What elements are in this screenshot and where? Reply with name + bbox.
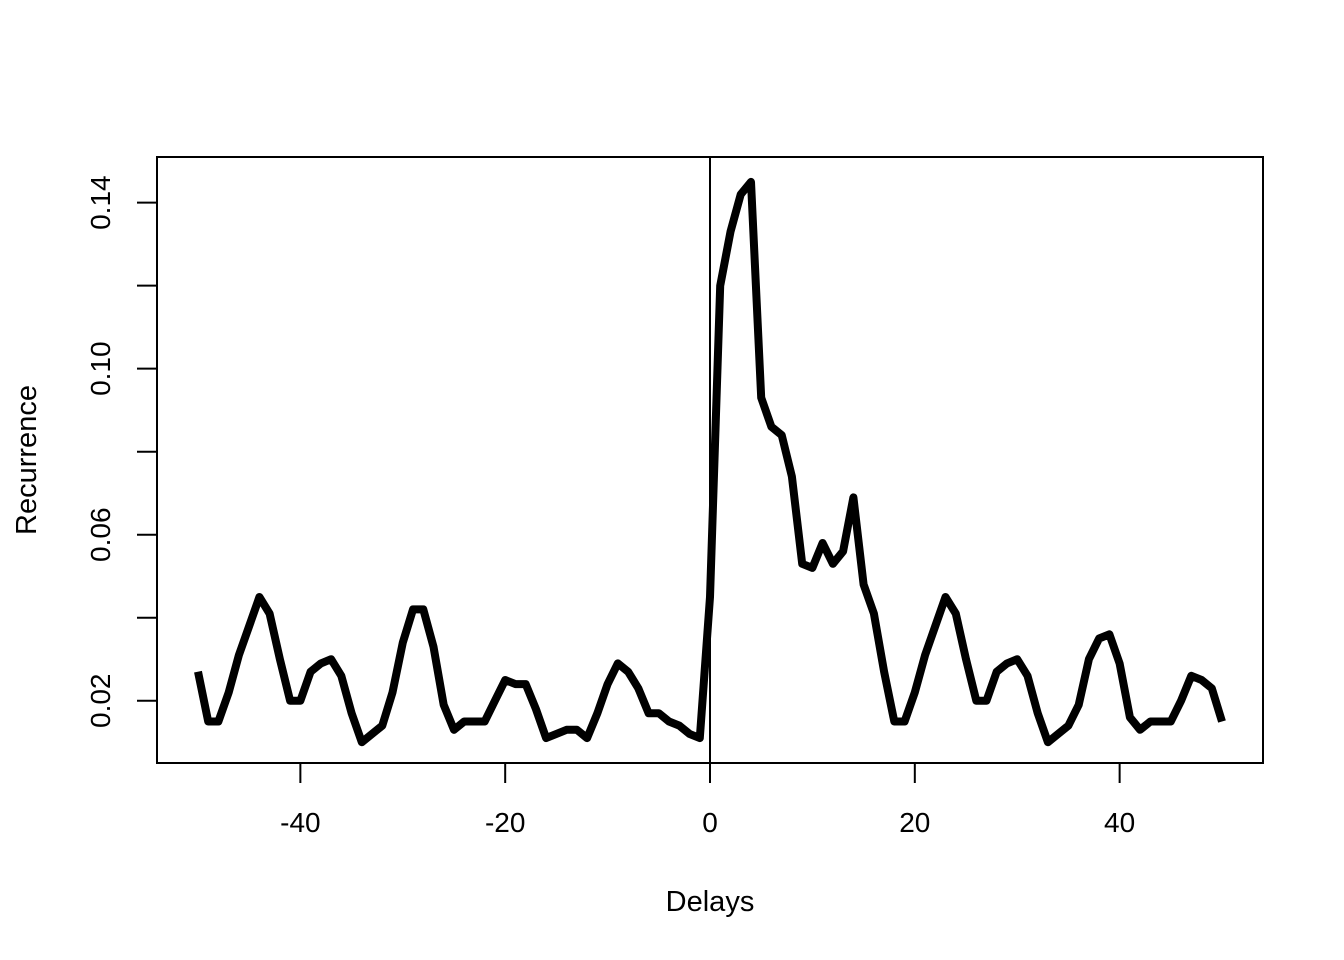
x-tick-label: -20 <box>485 807 525 838</box>
y-tick-label: 0.10 <box>85 341 116 396</box>
y-tick-label: 0.14 <box>85 175 116 230</box>
y-tick-label: 0.02 <box>85 673 116 728</box>
y-axis: 0.02 0.06 0.10 0.14 <box>85 175 158 728</box>
x-axis: -40 -20 0 20 40 <box>280 762 1135 838</box>
x-tick-label: -40 <box>280 807 320 838</box>
x-tick-label: 0 <box>702 807 718 838</box>
x-tick-label: 40 <box>1104 807 1135 838</box>
x-tick-label: 20 <box>899 807 930 838</box>
y-tick-label: 0.06 <box>85 507 116 562</box>
y-axis-title: Recurrence <box>11 385 43 535</box>
x-axis-title: Delays <box>666 886 755 918</box>
recurrence-series-line <box>194 177 1226 747</box>
